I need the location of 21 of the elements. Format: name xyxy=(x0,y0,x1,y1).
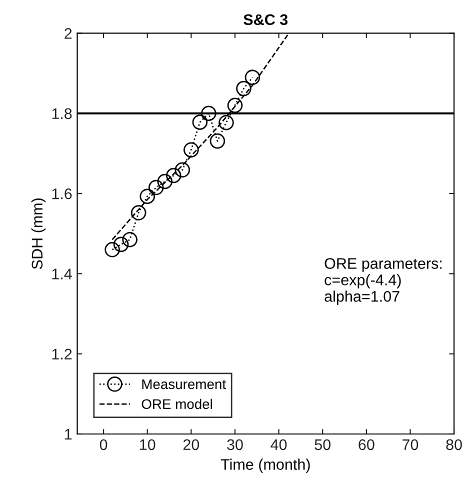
x-tick-label: 50 xyxy=(314,439,330,450)
x-tick-label: 30 xyxy=(227,439,243,450)
x-axis-title: Time (month) xyxy=(220,458,310,473)
x-tick-label: 80 xyxy=(446,439,462,450)
y-tick-label: 1 xyxy=(65,429,72,440)
x-tick-label: 70 xyxy=(402,439,418,450)
y-tick-label: 1.8 xyxy=(52,108,72,120)
y-axis-title: SDH (mm) xyxy=(31,198,46,269)
annotation: ORE parameters: c=exp(-4.4) alpha=1.07 xyxy=(324,258,442,305)
x-tick-label: 40 xyxy=(270,439,287,450)
x-tick-label: 0 xyxy=(100,439,108,450)
chart-title: S&C 3 xyxy=(244,14,288,26)
y-tick-label: 1.6 xyxy=(52,188,72,200)
x-tick-label: 60 xyxy=(358,439,374,450)
legend-label: Measurement xyxy=(142,379,226,390)
x-tick-label: 10 xyxy=(140,439,156,450)
y-tick-label: 1.4 xyxy=(52,268,72,280)
y-tick-label: 1.2 xyxy=(52,348,72,360)
x-tick-label: 20 xyxy=(183,439,200,450)
y-tick-label: 2 xyxy=(64,28,72,39)
legend-label: ORE model xyxy=(142,398,212,410)
